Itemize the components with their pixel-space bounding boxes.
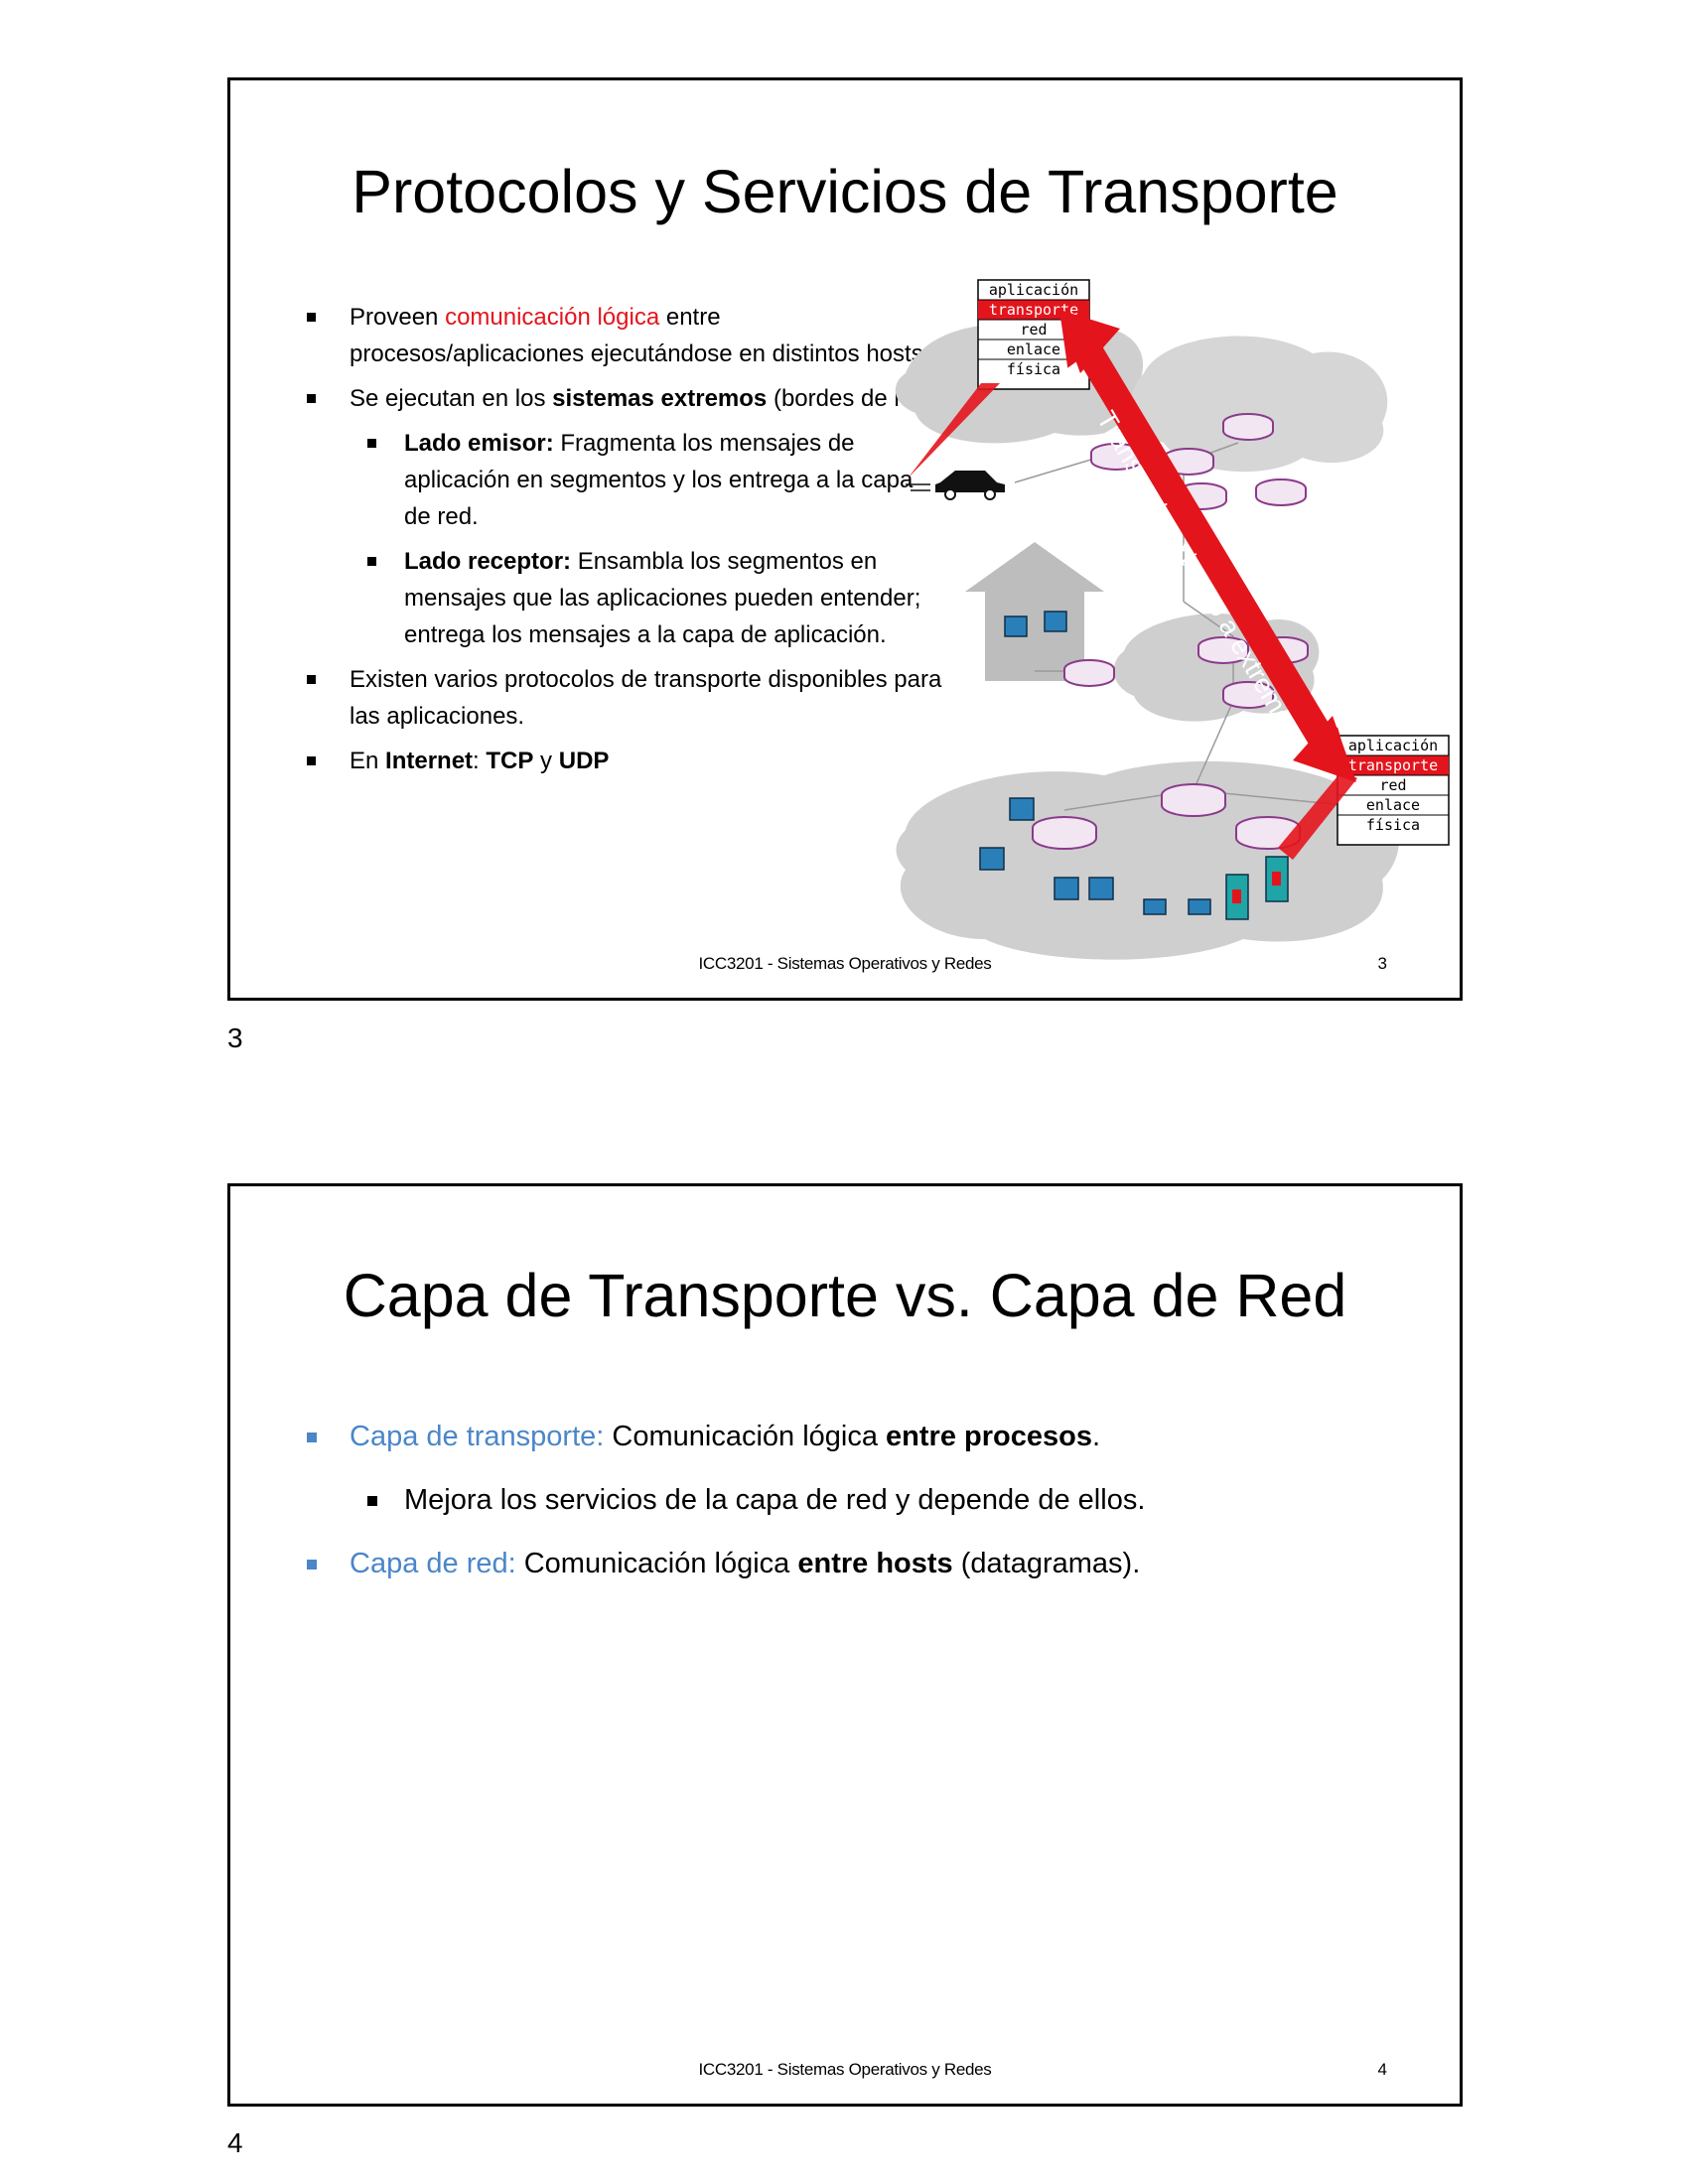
slide-number: 3 [1377, 954, 1387, 973]
computer-icon [979, 847, 1005, 871]
stack-layer-physical: física [1007, 360, 1060, 378]
bullet-text: Se ejecutan en los [350, 385, 553, 412]
stack-layer-link: enlace [1007, 341, 1060, 358]
bullet-text: Comunicación lógica [515, 1548, 798, 1579]
slide-number: 4 [1377, 2060, 1387, 2079]
bullet-text: y [533, 748, 559, 774]
server-icons [1225, 856, 1289, 920]
laptop-icon [1188, 898, 1211, 915]
bullet-item: Se ejecutan en los sistemas extremos (bo… [307, 380, 945, 417]
term-label: Capa de red: [350, 1548, 516, 1579]
home-network-icon [965, 542, 1104, 681]
bullet-text: . [1091, 1421, 1101, 1452]
router-icon [1197, 636, 1249, 664]
bullet-text: Fragmenta los mensajes de aplicación en … [404, 430, 914, 530]
protocol-stack-sender: aplicación transporte red enlace física [908, 279, 1090, 478]
stack-layer-transport: transporte [989, 301, 1078, 319]
network-cloud-bottom [896, 760, 1399, 960]
car-icon [906, 471, 1005, 500]
network-cloud-top-right [1130, 336, 1388, 473]
slide-3: Protocolos y Servicios de Transporte Pro… [227, 77, 1463, 1001]
page-number: 3 [227, 1023, 243, 1053]
bold-text: entre hosts [797, 1548, 953, 1579]
bold-text: TCP [486, 748, 534, 774]
router-icons [1032, 413, 1309, 850]
slide-title: Protocolos y Servicios de Transporte [352, 158, 1338, 225]
stack-layer-network: red [1020, 321, 1047, 339]
slide-title: Capa de Transporte vs. Capa de Red [343, 1262, 1347, 1329]
bold-text: entre procesos [886, 1421, 1092, 1452]
bullet-text: Mejora los servicios de la capa de red y… [404, 1484, 1146, 1516]
router-icon [1161, 783, 1226, 817]
bold-text: Lado emisor: [404, 430, 554, 457]
term-label: Capa de transporte: [350, 1421, 605, 1452]
computer-icon [1088, 877, 1114, 900]
bullet-list: Capa de transporte: Comunicación lógica … [307, 1417, 1392, 1607]
stack-layer-link: enlace [1366, 796, 1420, 814]
router-icon [1255, 478, 1307, 506]
computer-icon [1009, 797, 1035, 821]
slide-4: Capa de Transporte vs. Capa de Red Capa … [227, 1183, 1463, 2107]
bullet-text: Existen varios protocolos de transporte … [350, 666, 942, 730]
stack-layer-application: aplicación [989, 281, 1078, 299]
sub-bullet-item: Lado receptor: Ensambla los segmentos en… [367, 543, 945, 653]
bullet-text: : [473, 748, 487, 774]
bullet-text: (datagramas). [952, 1548, 1141, 1579]
bold-text: UDP [558, 748, 610, 774]
bullet-item: Capa de transporte: Comunicación lógica … [307, 1417, 1392, 1456]
bullet-item: En Internet: TCP y UDP [307, 743, 945, 779]
computer-icon [1054, 877, 1079, 900]
bold-text: Lado receptor: [404, 548, 572, 575]
laptop-icon [1143, 898, 1167, 915]
computer-icon [1004, 615, 1028, 637]
sub-bullet-item: Mejora los servicios de la capa de red y… [367, 1480, 1392, 1520]
highlight-text: comunicación lógica [445, 304, 660, 331]
bold-text: Internet [385, 748, 474, 774]
router-icon [1222, 413, 1274, 441]
bullet-text: Comunicación lógica [604, 1421, 887, 1452]
protocol-stack-receiver: aplicación transporte red enlace física [1278, 735, 1450, 860]
router-icon [1222, 681, 1274, 709]
stack-layer-network: red [1379, 776, 1406, 794]
router-icon [1063, 659, 1115, 687]
bullet-text: Ensambla los segmentos en mensajes que l… [404, 548, 921, 648]
network-diagram: aplicación transporte red enlace física … [895, 279, 1450, 960]
bullet-text: Proveen [350, 304, 446, 331]
computer-icon [1044, 611, 1067, 632]
bold-text: sistemas extremos [552, 385, 768, 412]
stack-layer-transport: transporte [1348, 756, 1438, 774]
bullet-item: Existen varios protocolos de transporte … [307, 661, 945, 735]
slide-footer: ICC3201 - Sistemas Operativos y Redes [698, 954, 992, 973]
bullet-list: Proveen comunicación lógica entre proces… [307, 299, 945, 787]
bullet-item: Proveen comunicación lógica entre proces… [307, 299, 945, 372]
slide-footer: ICC3201 - Sistemas Operativos y Redes [698, 2060, 992, 2079]
bullet-text: entre procesos/aplicaciones ejecutándose… [350, 304, 930, 367]
sub-bullet-item: Lado emisor: Fragmenta los mensajes de a… [367, 425, 945, 535]
computer-icons [979, 611, 1211, 915]
router-icon [1032, 816, 1097, 850]
router-icon [1235, 816, 1301, 850]
bullet-text: En [350, 748, 386, 774]
bullet-item: Capa de red: Comunicación lógica entre h… [307, 1544, 1392, 1583]
stack-layer-physical: física [1366, 816, 1420, 834]
page-number: 4 [227, 2127, 243, 2158]
stack-layer-application: aplicación [1348, 737, 1438, 754]
